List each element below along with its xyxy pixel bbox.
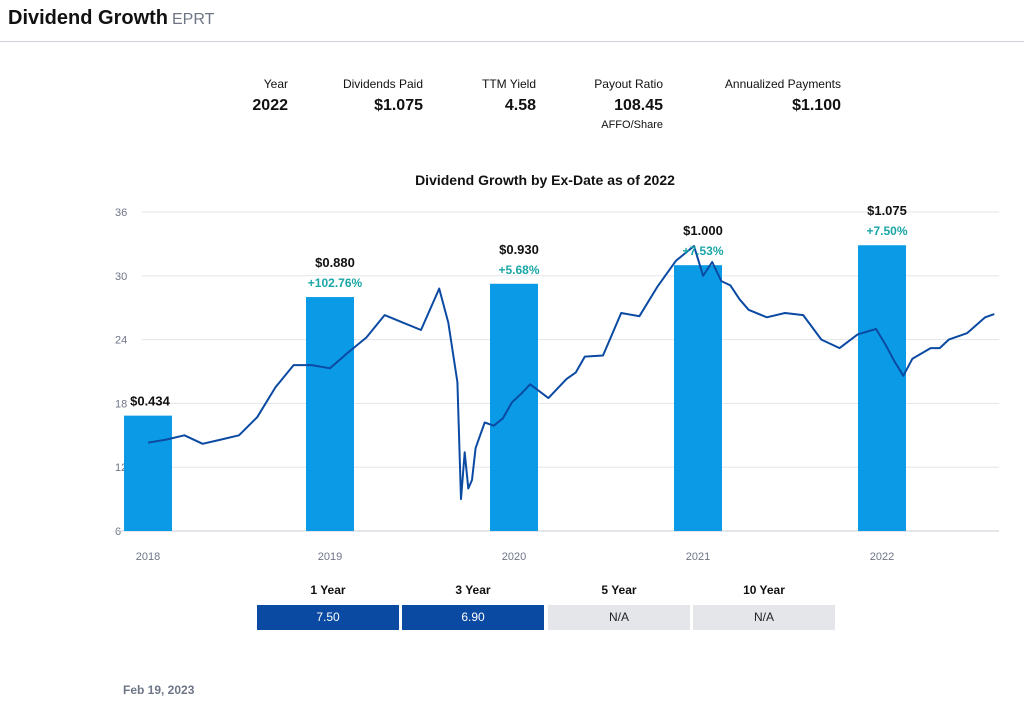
- y-tick-label: 24: [115, 335, 127, 347]
- growth-rate-3yr: 6.90: [402, 605, 544, 630]
- growth-label: +5.68%: [498, 263, 539, 277]
- metric-value: 108.45: [614, 97, 663, 114]
- page-title: Dividend Growth EPRT: [8, 7, 214, 30]
- metric-label: Dividends Paid: [342, 77, 423, 91]
- as-of-date: Feb 19, 2023: [123, 683, 195, 697]
- metric-payout-ratio: Payout Ratio 108.45 AFFO/Share: [594, 77, 663, 131]
- y-tick-label: 36: [115, 207, 127, 219]
- dividend-bar: [674, 265, 722, 531]
- x-tick-label: 2020: [502, 551, 526, 563]
- growth-label: +7.53%: [682, 244, 723, 258]
- dividend-value-label: $0.434: [130, 394, 171, 409]
- metric-label: Annualized Payments: [724, 77, 841, 91]
- growth-label: +7.50%: [866, 224, 907, 238]
- y-tick-label: 30: [115, 271, 127, 283]
- price-line: [147, 245, 995, 501]
- growth-rate-5yr: N/A: [548, 605, 690, 630]
- dividend-bar: [306, 297, 354, 531]
- growth-rate-10yr: N/A: [693, 605, 835, 630]
- metric-ttm-yield: TTM Yield 4.58: [482, 77, 536, 115]
- metric-annualized-payments: Annualized Payments $1.100: [725, 77, 841, 115]
- dividend-bar: [124, 415, 172, 531]
- ticker-symbol: EPRT: [172, 11, 215, 28]
- metric-value: $1.075: [374, 97, 423, 114]
- metric-value: 4.58: [504, 97, 536, 114]
- y-tick-label: 6: [115, 526, 121, 538]
- metric-dividends-paid: Dividends Paid $1.075: [343, 77, 423, 115]
- growth-period-label: 10 Year: [743, 583, 785, 597]
- dividend-value-label: $0.930: [499, 242, 539, 257]
- metric-sublabel: AFFO/Share: [601, 119, 663, 131]
- growth-label: +102.76%: [308, 276, 363, 290]
- metric-label: Year: [263, 77, 288, 91]
- growth-period-label: 3 Year: [455, 583, 491, 597]
- x-tick-label: 2021: [686, 551, 710, 563]
- metric-value: 2022: [252, 97, 288, 114]
- x-tick-label: 2018: [136, 551, 160, 563]
- title-text: Dividend Growth: [8, 7, 168, 29]
- page-header: Dividend Growth EPRT: [0, 0, 1024, 42]
- metric-label: TTM Yield: [481, 77, 536, 91]
- dividend-bar: [490, 283, 538, 531]
- dividend-value-label: $0.880: [315, 255, 355, 270]
- growth-period-label: 1 Year: [310, 583, 346, 597]
- dividend-value-label: $1.075: [867, 203, 907, 218]
- growth-rate-1yr: 7.50: [257, 605, 399, 630]
- dividend-value-label: $1.000: [683, 223, 723, 238]
- x-tick-label: 2022: [870, 551, 894, 563]
- metric-value: $1.100: [792, 97, 841, 114]
- metric-year: Year 2022: [252, 77, 288, 115]
- metric-label: Payout Ratio: [594, 77, 663, 91]
- dividend-bar: [858, 245, 906, 531]
- growth-period-label: 5 Year: [601, 583, 637, 597]
- chart-title: Dividend Growth by Ex-Date as of 2022: [415, 172, 675, 188]
- y-tick-label: 18: [115, 398, 127, 410]
- x-tick-label: 2019: [318, 551, 342, 563]
